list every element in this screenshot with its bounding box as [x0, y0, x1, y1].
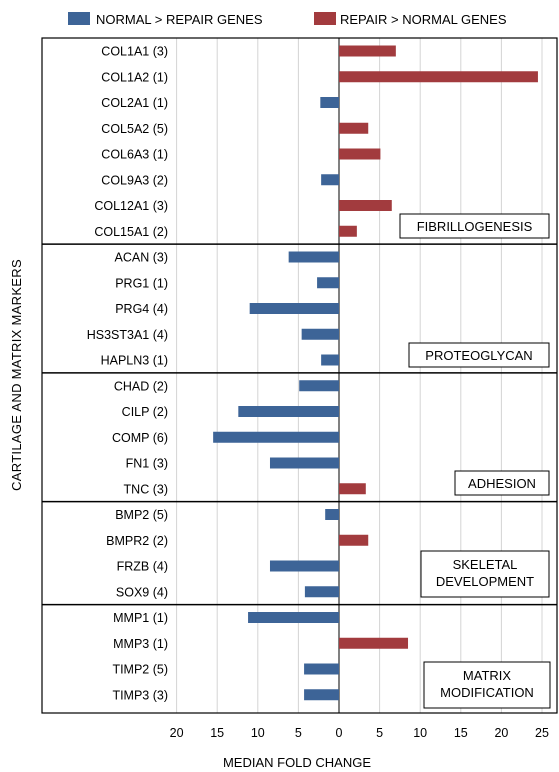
gene-label-2-1: CILP (2)	[122, 405, 168, 419]
x-tick-label-6: 10	[413, 726, 427, 740]
grid-lines	[176, 38, 543, 713]
group-box-1	[408, 342, 550, 368]
x-tick-label-2: 10	[251, 726, 265, 740]
bar-0-4	[339, 148, 381, 160]
gene-label-4-0: MMP1 (1)	[113, 611, 168, 625]
group-boxes: FIBRILLOGENESIS PROTEOGLYCAN ADHESION SKELE…	[399, 213, 551, 709]
gene-label-0-6: COL12A1 (3)	[94, 199, 168, 213]
x-tick-label-3: 5	[295, 726, 302, 740]
bar-3-1	[339, 534, 369, 546]
legend: NORMAL > REPAIR GENES REPAIR > NORMAL GEN…	[68, 12, 507, 27]
gene-label-4-2: TIMP2 (5)	[112, 663, 168, 677]
group-label-2: ADHESION	[468, 476, 536, 491]
gene-label-4-3: TIMP3 (3)	[112, 688, 168, 702]
bar-4-0	[248, 612, 339, 623]
x-tick-label-1: 15	[210, 726, 224, 740]
x-tick-label-5: 5	[376, 726, 383, 740]
y-axis-label: CARTILAGE AND MATRIX MARKERS	[9, 259, 24, 491]
gene-label-0-7: COL15A1 (2)	[94, 225, 168, 239]
group-label-1: PROTEOGLYCAN	[425, 348, 532, 363]
gene-label-2-3: FN1 (3)	[126, 457, 168, 471]
bar-1-3	[301, 328, 339, 340]
bar-3-2	[269, 560, 339, 572]
bar-0-0	[339, 45, 396, 57]
gene-label-3-0: BMP2 (5)	[115, 508, 168, 522]
group-box-4	[423, 661, 551, 709]
group-label-4-line-1: MODIFICATION	[440, 685, 534, 700]
bar-2-2	[213, 431, 339, 443]
bar-2-3	[269, 457, 339, 469]
gene-label-0-4: COL6A3 (1)	[101, 148, 168, 162]
bar-0-1	[339, 71, 538, 83]
x-axis-tick-labels: 20 15 10 5 0 5 10 15 20 25	[170, 726, 549, 740]
group-box-0	[399, 213, 550, 239]
gene-label-3-2: FRZB (4)	[117, 560, 168, 574]
x-tick-label-8: 20	[494, 726, 508, 740]
bar-0-7	[339, 225, 357, 237]
gene-label-1-0: ACAN (3)	[115, 251, 168, 265]
bar-0-3	[339, 122, 369, 134]
legend-label-0: NORMAL > REPAIR GENES	[96, 12, 263, 27]
bar-4-1	[339, 637, 409, 649]
group-label-3-line-1: DEVELOPMENT	[436, 574, 534, 589]
x-tick-label-9: 25	[535, 726, 549, 740]
gene-label-1-2: PRG4 (4)	[115, 302, 168, 316]
gene-label-0-3: COL5A2 (5)	[101, 122, 168, 136]
gene-label-0-0: COL1A1 (3)	[101, 45, 168, 59]
bar-1-1	[317, 277, 339, 289]
gene-label-2-0: CHAD (2)	[114, 379, 168, 393]
group-label-0: FIBRILLOGENESIS	[417, 219, 533, 234]
x-tick-label-4: 0	[336, 726, 343, 740]
gene-label-4-1: MMP3 (1)	[113, 637, 168, 651]
gene-label-1-3: HS3ST3A1 (4)	[87, 328, 168, 342]
gene-label-3-1: BMPR2 (2)	[106, 534, 168, 548]
bar-0-6	[339, 200, 392, 211]
bar-4-2	[304, 663, 339, 675]
x-tick-label-0: 20	[170, 726, 184, 740]
gene-label-3-3: SOX9 (4)	[116, 585, 168, 599]
group-box-2	[454, 470, 550, 496]
group-label-3-line-0: SKELETAL	[453, 557, 518, 572]
group-label-4-line-0: MATRIX	[463, 668, 511, 683]
group-separators	[42, 243, 557, 606]
bar-1-0	[288, 251, 339, 263]
legend-swatch-0	[68, 12, 90, 25]
gene-label-0-5: COL9A3 (2)	[101, 173, 168, 187]
gene-labels: COL1A1 (3) COL1A2 (1) COL2A1 (1) COL5A2 (5)…	[87, 45, 168, 703]
bar-2-1	[238, 406, 339, 417]
gene-label-2-2: COMP (6)	[112, 431, 168, 445]
bar-2-0	[299, 380, 339, 392]
x-axis-label: MEDIAN FOLD CHANGE	[223, 755, 371, 770]
group-box-3	[420, 550, 550, 598]
bar-0-5	[321, 174, 339, 186]
legend-swatch-1	[314, 12, 336, 25]
legend-label-1: REPAIR > NORMAL GENES	[340, 12, 507, 27]
bar-2-4	[339, 483, 366, 495]
x-tick-label-7: 15	[454, 726, 468, 740]
bar-1-4	[321, 354, 339, 366]
bar-1-2	[249, 303, 339, 314]
bar-0-2	[320, 97, 339, 108]
gene-label-1-4: HAPLN3 (1)	[101, 354, 168, 368]
gene-label-0-2: COL2A1 (1)	[101, 96, 168, 110]
bar-4-3	[304, 689, 339, 701]
gene-label-2-4: TNC (3)	[124, 482, 168, 496]
plot-frame	[41, 37, 558, 714]
gene-label-0-1: COL1A2 (1)	[101, 70, 168, 84]
bar-3-0	[325, 509, 339, 520]
bar-3-3	[304, 586, 339, 598]
bars	[213, 45, 538, 701]
gene-label-1-1: PRG1 (1)	[115, 276, 168, 290]
